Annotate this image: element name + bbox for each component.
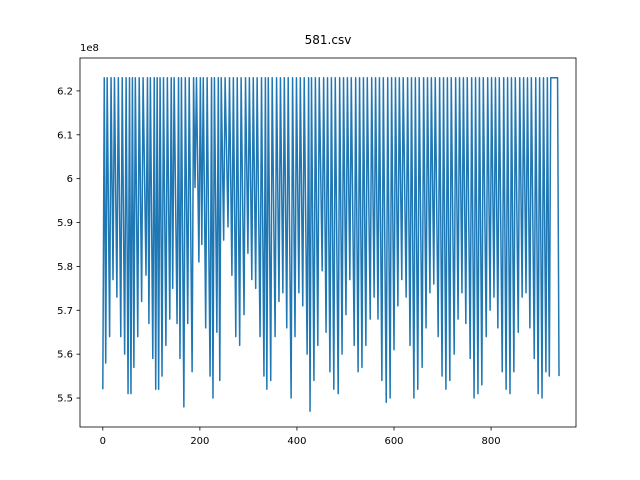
x-tick-label: 0 [100,436,106,447]
data-line [102,76,560,412]
y-tick-label: 6 [67,174,73,185]
y-tick-label: 5.9 [57,218,73,229]
y-tick-label: 5.6 [57,350,73,361]
y-tick-label: 5.8 [57,262,73,273]
y-tick-label: 6.1 [57,130,73,141]
x-tick-label: 200 [190,436,209,447]
y-tick-label: 6.2 [57,86,73,97]
x-tick-label: 600 [384,436,403,447]
chart-title: 581.csv [305,33,352,47]
x-tick-label: 400 [287,436,306,447]
y-tick-label: 5.5 [57,394,73,405]
y-offset-label: 1e8 [80,43,99,54]
x-tick-label: 800 [482,436,501,447]
plot-frame [79,57,577,428]
y-tick-label: 5.7 [57,306,73,317]
